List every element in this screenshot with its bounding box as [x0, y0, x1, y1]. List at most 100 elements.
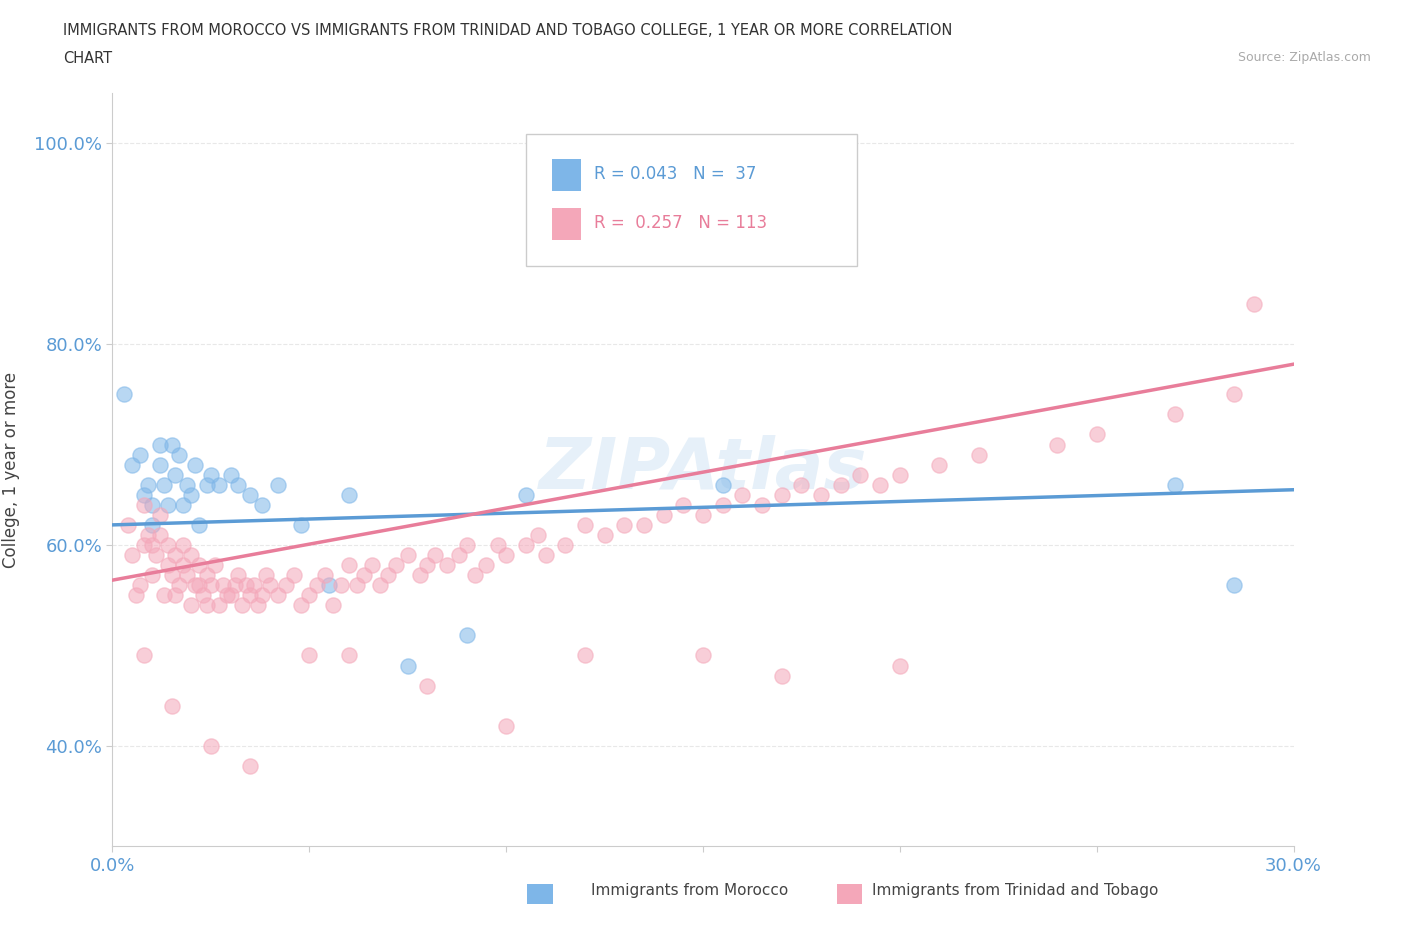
Point [1085, 427, 1108, 442]
Text: Immigrants from Trinidad and Tobago: Immigrants from Trinidad and Tobago [872, 884, 1159, 898]
Point [200, 467, 222, 482]
Point [464, 567, 486, 582]
Text: Source: ZipAtlas.com: Source: ZipAtlas.com [1237, 51, 1371, 64]
Text: Immigrants from Morocco: Immigrants from Morocco [591, 884, 787, 898]
Point [711, 498, 734, 512]
Point [156, 538, 179, 552]
Point [495, 718, 517, 733]
Text: CHART: CHART [63, 51, 112, 66]
Point [322, 598, 344, 613]
Point [554, 538, 576, 552]
Point [1046, 437, 1069, 452]
Point [254, 567, 277, 582]
Point [849, 467, 872, 482]
Point [574, 648, 596, 663]
Point [368, 578, 391, 592]
Point [129, 578, 152, 592]
Point [515, 538, 537, 552]
Point [132, 538, 155, 552]
Point [869, 477, 891, 492]
Point [160, 437, 183, 452]
Point [219, 467, 242, 482]
Point [121, 548, 143, 563]
Point [290, 517, 312, 532]
Point [239, 759, 262, 774]
Text: R = 0.043   N =  37: R = 0.043 N = 37 [595, 166, 756, 183]
Point [495, 548, 517, 563]
Point [176, 477, 198, 492]
Point [165, 548, 187, 563]
Point [731, 487, 754, 502]
Point [274, 578, 297, 592]
Point [149, 437, 172, 452]
Point [195, 477, 218, 492]
Point [184, 578, 207, 592]
Point [314, 567, 336, 582]
Point [152, 588, 174, 603]
Point [112, 387, 135, 402]
Point [361, 558, 384, 573]
Point [141, 567, 163, 582]
Point [180, 548, 202, 563]
Point [169, 578, 191, 592]
Text: ZIPAtlas: ZIPAtlas [538, 435, 868, 504]
Point [169, 447, 191, 462]
Point [117, 517, 139, 532]
Point [396, 548, 419, 563]
Point [141, 498, 163, 512]
Point [180, 487, 202, 502]
Point [1223, 387, 1246, 402]
Point [889, 467, 911, 482]
Point [574, 517, 596, 532]
Point [267, 588, 290, 603]
Point [790, 477, 813, 492]
Point [283, 567, 305, 582]
Point [141, 517, 163, 532]
Point [200, 738, 222, 753]
FancyBboxPatch shape [551, 159, 581, 191]
Point [149, 527, 172, 542]
Y-axis label: College, 1 year or more: College, 1 year or more [3, 372, 20, 567]
Point [593, 527, 616, 542]
Point [408, 567, 430, 582]
Text: R =  0.257   N = 113: R = 0.257 N = 113 [595, 214, 768, 232]
Point [298, 648, 321, 663]
Point [160, 698, 183, 713]
Point [613, 517, 636, 532]
Point [396, 658, 419, 673]
Point [191, 588, 214, 603]
Point [1223, 578, 1246, 592]
Point [337, 558, 360, 573]
Point [172, 538, 194, 552]
Point [160, 567, 183, 582]
Point [165, 467, 187, 482]
Point [195, 567, 218, 582]
Point [239, 588, 262, 603]
Point [208, 598, 231, 613]
Point [298, 588, 321, 603]
Point [329, 578, 352, 592]
Point [810, 487, 832, 502]
Point [228, 567, 250, 582]
Point [235, 578, 257, 592]
Point [377, 567, 399, 582]
Point [475, 558, 498, 573]
Point [267, 477, 290, 492]
Point [156, 498, 179, 512]
Point [141, 538, 163, 552]
Point [247, 598, 270, 613]
Point [145, 548, 167, 563]
Point [337, 487, 360, 502]
Point [318, 578, 340, 592]
Point [195, 598, 218, 613]
Point [1243, 297, 1265, 312]
Point [132, 487, 155, 502]
Point [129, 447, 152, 462]
Point [456, 628, 478, 643]
Text: IMMIGRANTS FROM MOROCCO VS IMMIGRANTS FROM TRINIDAD AND TOBAGO COLLEGE, 1 YEAR O: IMMIGRANTS FROM MOROCCO VS IMMIGRANTS FR… [63, 23, 953, 38]
Point [307, 578, 329, 592]
Point [1164, 477, 1187, 492]
Point [149, 508, 172, 523]
Point [239, 487, 262, 502]
Point [184, 458, 207, 472]
